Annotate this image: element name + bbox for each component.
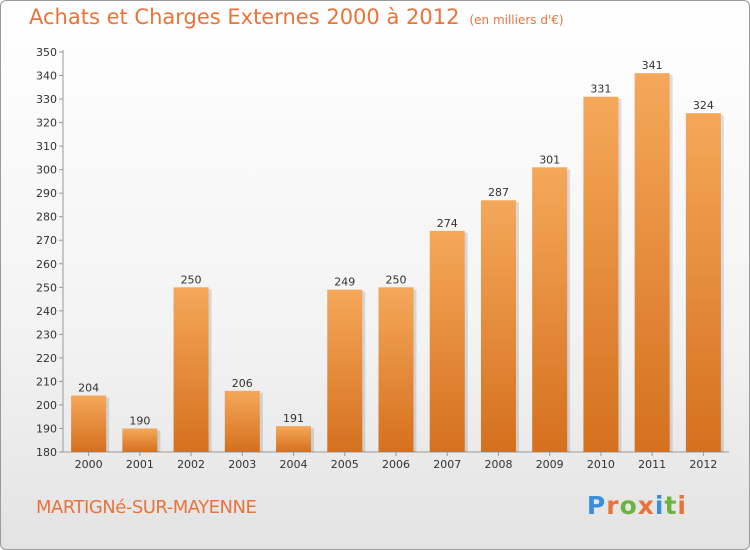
x-tick-label: 2003 [228,458,256,471]
y-tick-label: 290 [36,187,57,200]
commune-name: MARTIGNé-SUR-MAYENNE [36,497,257,518]
data-label: 341 [642,59,663,72]
data-label: 301 [539,153,560,166]
y-tick-label: 270 [36,234,57,247]
y-tick-label: 260 [36,258,57,271]
y-tick-label: 240 [36,305,57,318]
y-tick-label: 310 [36,140,57,153]
bar [276,426,312,452]
logo-letter: r [606,491,620,520]
y-tick-label: 190 [36,422,57,435]
bar [634,73,670,453]
logo-letter: i [654,491,665,520]
y-tick-label: 340 [36,70,57,83]
x-tick-label: 2010 [587,458,615,471]
y-tick-label: 330 [36,93,57,106]
bar [327,289,363,452]
data-label: 191 [283,412,304,425]
y-tick-label: 350 [36,46,57,59]
y-tick-label: 280 [36,211,57,224]
data-label: 324 [693,99,714,112]
chart-title: Achats et Charges Externes 2000 à 2012 (e… [29,5,564,29]
x-tick-label: 2012 [689,458,717,471]
logo-letter: x [637,491,655,520]
proxiti-logo: Proxiti [587,491,687,520]
logo-letter: o [619,491,638,520]
logo-letter: i [677,491,687,520]
x-tick-label: 2000 [75,458,103,471]
bar [224,390,260,452]
chart-title-text: Achats et Charges Externes 2000 à 2012 [29,5,460,29]
bars [71,73,724,453]
bar [173,287,209,452]
axes: 180 190 200 210 220 230 240 250 260 270 280 290 300 3… [36,46,729,459]
data-label: 249 [334,276,355,289]
x-tick-label: 2005 [331,458,359,471]
x-tick-label: 2007 [433,458,461,471]
data-label: 274 [437,217,458,230]
labels: 204 2000 190 2001 250 2002 206 2003 191 2004 249 20… [75,59,718,471]
y-tick-label: 210 [36,375,57,388]
x-tick-label: 2011 [638,458,666,471]
data-label: 190 [129,414,150,427]
data-label: 206 [232,377,253,390]
data-label: 331 [590,83,611,96]
bar [122,428,158,452]
y-tick-label: 180 [36,446,57,459]
bar [480,200,516,452]
y-tick-label: 300 [36,164,57,177]
bar [71,395,107,452]
y-tick-label: 200 [36,399,57,412]
x-tick-label: 2009 [536,458,564,471]
chart-subtitle: (en milliers d'€) [469,13,564,27]
bar [685,113,721,453]
x-tick-label: 2002 [177,458,205,471]
logo-letter: P [586,491,607,520]
y-tick-label: 250 [36,281,57,294]
x-tick-label: 2001 [126,458,154,471]
x-tick-label: 2006 [382,458,410,471]
y-tick-label: 320 [36,117,57,130]
data-label: 204 [78,382,99,395]
logo-letter: t [664,491,678,520]
y-tick-label: 220 [36,352,57,365]
data-label: 250 [181,273,202,286]
bar [429,230,465,452]
data-label: 250 [386,273,407,286]
x-tick-label: 2004 [280,458,308,471]
bar [378,287,414,452]
bar [532,167,568,452]
bar [583,96,619,453]
y-tick-label: 230 [36,328,57,341]
x-tick-label: 2008 [484,458,512,471]
data-label: 287 [488,186,509,199]
